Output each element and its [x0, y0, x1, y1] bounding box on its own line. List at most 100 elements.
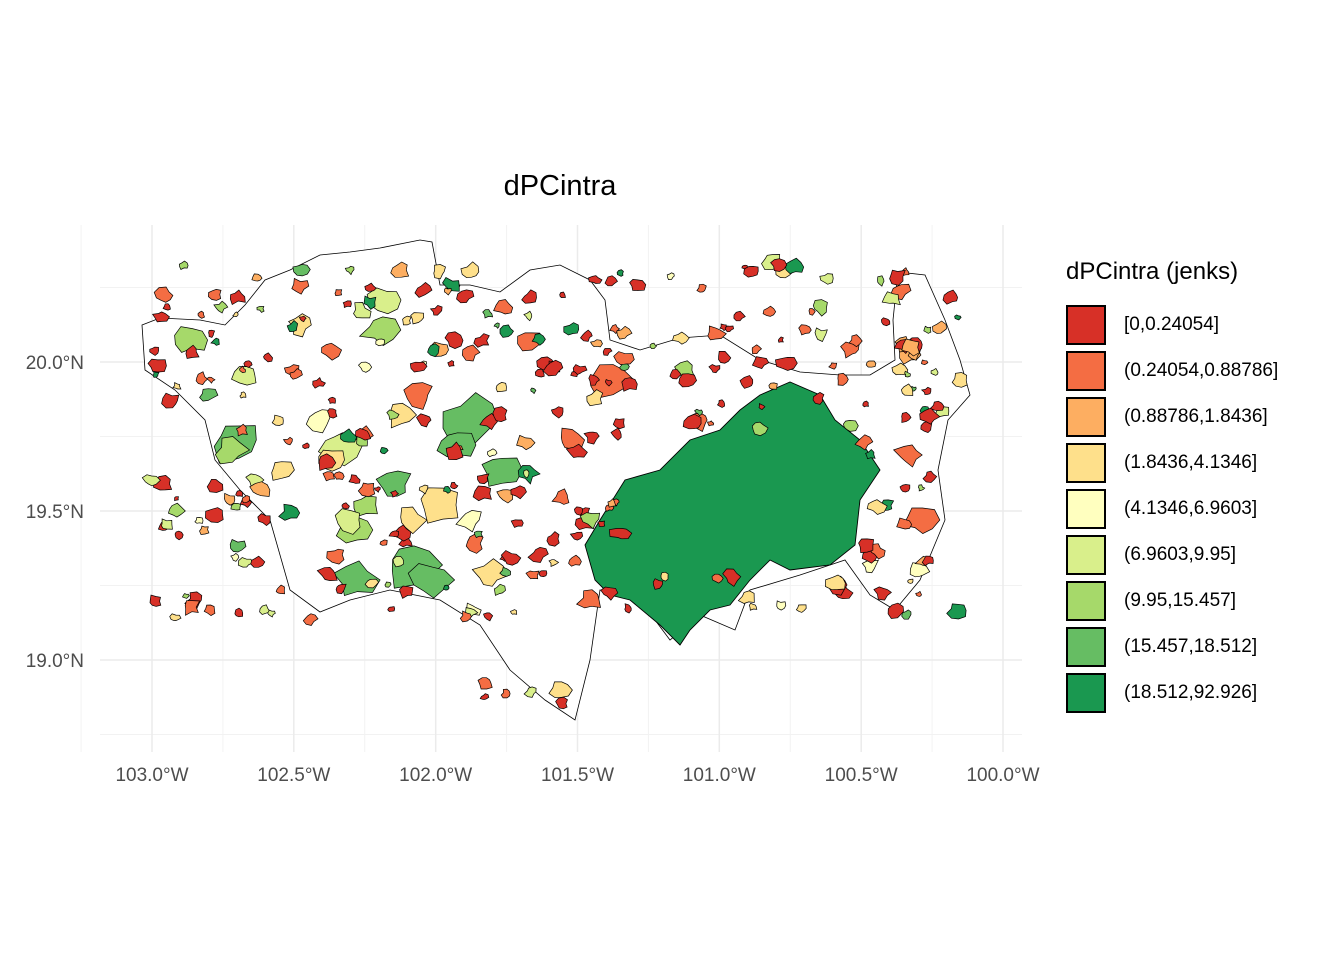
habitat-patch — [321, 342, 343, 361]
habitat-patch — [798, 324, 812, 336]
habitat-patch — [707, 420, 715, 427]
habitat-patch — [232, 311, 239, 317]
y-axis-labels: 20.0°N 19.5°N 19.0°N — [26, 353, 84, 672]
habitat-patch — [387, 606, 396, 612]
habitat-patch — [373, 486, 381, 493]
habitat-patch — [443, 486, 451, 494]
habitat-patch — [334, 289, 343, 296]
habitat-patch — [459, 610, 472, 623]
habitat-patch — [229, 289, 246, 306]
habitat-patch — [410, 312, 425, 325]
habitat-patch — [289, 368, 303, 380]
habitat-patch — [358, 316, 402, 347]
x-tick-label: 101.5°W — [541, 765, 614, 786]
habitat-patch — [477, 677, 493, 690]
habitat-patch — [450, 482, 459, 490]
habitat-patch — [333, 471, 345, 480]
habitat-patch — [825, 574, 846, 591]
habitat-patch — [399, 585, 414, 599]
habitat-patch — [153, 286, 174, 303]
habitat-patch — [477, 473, 490, 485]
habitat-patch — [147, 358, 167, 373]
habitat-patch — [499, 567, 511, 577]
habitat-patch — [483, 612, 494, 622]
habitat-patch — [597, 520, 606, 528]
habitat-patch — [199, 388, 219, 402]
legend-swatch — [1066, 581, 1106, 621]
habitat-patch — [208, 289, 222, 301]
habitat-patch — [344, 265, 355, 276]
habitat-patch — [400, 506, 428, 535]
habitat-patch — [210, 337, 220, 346]
habitat-patch — [586, 389, 604, 407]
habitat-patch — [575, 589, 601, 609]
habitat-patch — [682, 413, 702, 430]
habitat-patch — [768, 382, 778, 390]
habitat-patch — [572, 364, 588, 376]
habitat-patch — [866, 499, 888, 515]
habitat-patch — [348, 474, 361, 484]
legend-swatch — [1066, 351, 1106, 391]
habitat-patch — [848, 334, 863, 348]
habitat-patch — [555, 696, 568, 710]
habitat-patch — [517, 465, 541, 485]
habitat-patch — [546, 531, 560, 547]
habitat-patch — [239, 391, 247, 399]
habitat-patch — [427, 343, 440, 358]
legend-label: (0.24054,0.88786] — [1124, 360, 1279, 381]
habitat-patch — [429, 304, 443, 316]
habitat-patch — [335, 583, 347, 595]
habitat-patch — [530, 387, 537, 395]
habitat-patch — [607, 498, 617, 508]
x-tick-label: 102.5°W — [257, 765, 330, 786]
habitat-patch — [162, 303, 171, 311]
habitat-patch — [195, 371, 209, 385]
habitat-patch — [930, 368, 939, 376]
x-tick-label: 103.0°W — [115, 765, 188, 786]
habitat-patch — [921, 555, 934, 567]
habitat-patch — [527, 547, 549, 563]
x-axis-labels: 103.0°W 102.5°W 102.0°W 101.5°W 101.0°W 100.5… — [115, 765, 1039, 786]
habitat-patch — [375, 338, 385, 347]
legend-title: dPCintra (jenks) — [1066, 258, 1239, 285]
habitat-patch — [473, 333, 490, 348]
legend-item: (0.24054,0.88786] — [1066, 348, 1278, 394]
legend-label: (4.1346,6.9603] — [1124, 498, 1258, 519]
habitat-patch — [271, 414, 284, 426]
y-tick-label: 19.0°N — [26, 651, 84, 672]
habitat-patch — [229, 539, 247, 553]
habitat-patch — [718, 350, 732, 364]
habitat-patch — [149, 346, 159, 356]
habitat-patch — [358, 361, 373, 373]
habitat-patch — [174, 326, 208, 353]
legend-item: (6.9603,9.95] — [1066, 532, 1278, 578]
habitat-patch — [203, 604, 216, 617]
habitat-patch — [758, 403, 766, 411]
habitat-patch — [340, 428, 358, 443]
habitat-patch — [363, 295, 377, 310]
habitat-patch — [574, 506, 583, 516]
habitat-patch — [416, 413, 432, 428]
habitat-patch — [602, 348, 613, 356]
habitat-patch — [751, 421, 769, 437]
habitat-patch — [923, 325, 932, 334]
habitat-patch — [312, 377, 326, 389]
habitat-patch — [206, 478, 224, 493]
habitat-patch — [169, 613, 182, 621]
habitat-patch — [172, 382, 182, 390]
habitat-patch — [751, 356, 770, 370]
habitat-patch — [205, 507, 224, 523]
habitat-patch — [588, 374, 600, 386]
habitat-patch — [487, 448, 498, 458]
habitat-patch — [197, 310, 205, 319]
legend-item: (4.1346,6.9603] — [1066, 486, 1278, 532]
habitat-patch — [907, 578, 914, 584]
habitat-patch — [616, 269, 624, 277]
habitat-patch — [889, 269, 906, 286]
legend-swatch — [1066, 443, 1106, 483]
habitat-patch — [751, 344, 763, 355]
habitat-patch — [672, 331, 690, 345]
habitat-patch — [194, 517, 204, 524]
habitat-patch — [390, 490, 400, 498]
habitat-patch — [471, 558, 511, 587]
